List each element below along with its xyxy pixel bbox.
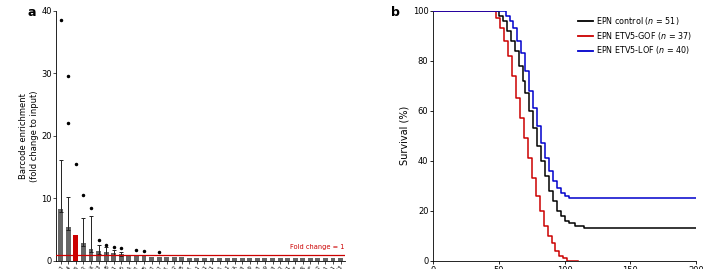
Text: a: a <box>27 6 36 19</box>
Bar <box>73 235 78 261</box>
Bar <box>232 258 237 261</box>
Bar <box>278 258 283 261</box>
Bar <box>134 256 139 261</box>
Bar <box>66 226 71 261</box>
Bar <box>149 257 154 261</box>
Bar <box>262 258 267 261</box>
Bar <box>209 258 214 261</box>
Text: Fold change = 1: Fold change = 1 <box>290 244 344 250</box>
Bar <box>195 258 200 261</box>
Bar <box>179 257 184 261</box>
Bar <box>323 258 328 261</box>
Bar <box>270 258 275 261</box>
Bar <box>300 258 305 261</box>
Text: b: b <box>392 6 400 19</box>
Bar <box>202 258 207 261</box>
Bar <box>96 251 101 261</box>
Bar <box>217 258 222 261</box>
Bar <box>285 258 290 261</box>
Bar <box>247 258 252 261</box>
Bar <box>119 254 124 261</box>
Bar <box>165 257 169 261</box>
Bar <box>316 258 321 261</box>
Bar <box>111 253 116 261</box>
Bar <box>172 257 176 261</box>
Legend: EPN control ($\it{n}$ = 51), EPN ETV5-GOF ($\it{n}$ = 37), EPN ETV5-LOF ($\it{n}: EPN control ($\it{n}$ = 51), EPN ETV5-GO… <box>579 15 692 56</box>
Bar <box>240 258 245 261</box>
Bar <box>89 249 93 261</box>
Bar <box>104 253 108 261</box>
Bar <box>58 209 63 261</box>
Bar <box>255 258 260 261</box>
Y-axis label: Barcode enrichment
(fold change to input): Barcode enrichment (fold change to input… <box>19 90 39 182</box>
Bar <box>157 257 162 261</box>
Bar <box>292 258 297 261</box>
Y-axis label: Survival (%): Survival (%) <box>400 106 410 165</box>
Bar <box>225 258 230 261</box>
Bar <box>127 255 131 261</box>
Bar <box>81 243 86 261</box>
Bar <box>330 258 335 261</box>
Bar <box>187 258 192 261</box>
Bar <box>308 258 313 261</box>
Bar <box>141 256 146 261</box>
Bar <box>338 258 343 261</box>
